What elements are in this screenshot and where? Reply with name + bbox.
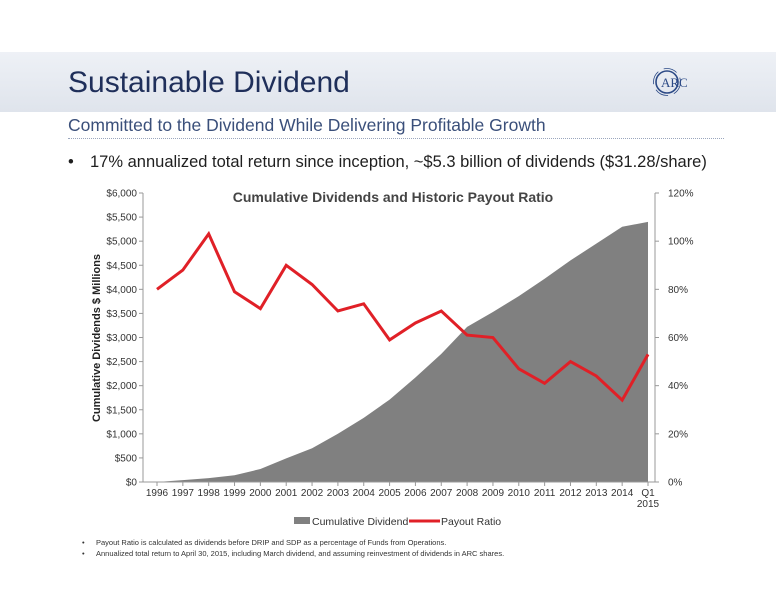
- header-band: [0, 52, 776, 112]
- legend-label-payout-ratio: Payout Ratio: [441, 516, 501, 528]
- line-layer: [156, 230, 650, 403]
- y-left-tick-label: $5,000: [106, 237, 137, 248]
- x-tick-label: 2010: [508, 488, 531, 499]
- y-left-tick-label: $4,500: [106, 261, 137, 272]
- y-left-tick-label: $2,000: [106, 381, 137, 392]
- x-tick-label: Q1 2015: [637, 488, 660, 510]
- x-tick-label: 1998: [198, 488, 221, 499]
- series-line-payout-ratio: [156, 230, 650, 403]
- page-title: Sustainable Dividend: [68, 66, 350, 99]
- x-tick-label: 1997: [172, 488, 195, 499]
- x-tick-label: 2002: [301, 488, 324, 499]
- x-tick-label: 2005: [378, 488, 401, 499]
- y-right-tick-label: 80%: [668, 285, 688, 296]
- y-left-tick-label: $1,500: [106, 405, 137, 416]
- y-left-tick-label: $500: [115, 453, 138, 464]
- x-tick-label: 2003: [327, 488, 350, 499]
- x-tick-label: 2004: [353, 488, 376, 499]
- y-right-tick-label: 100%: [668, 237, 694, 248]
- y-right-tick-label: 0%: [668, 478, 683, 489]
- x-tick-label: 2014: [611, 488, 634, 499]
- arc-logo: ARC: [653, 68, 688, 96]
- y-axis-label: Cumulative Dividends $ Millions: [91, 254, 103, 422]
- x-tick-label: 2008: [456, 488, 479, 499]
- footnotes: • Payout Ratio is calculated as dividends…: [82, 537, 504, 559]
- footnote-item: • Payout Ratio is calculated as dividends…: [82, 538, 447, 547]
- y-left-tick-label: $6,000: [106, 189, 137, 200]
- x-tick-label: 2012: [559, 488, 582, 499]
- x-tick-label: 2007: [430, 488, 453, 499]
- legend: Cumulative Dividend Payout Ratio: [294, 516, 501, 528]
- y-right-tick-label: 120%: [668, 189, 694, 200]
- y-left-tick-label: $3,000: [106, 333, 137, 344]
- y-left-tick-label: $5,500: [106, 213, 137, 224]
- footnote-item: • Annualized total return to April 30, 20…: [82, 549, 505, 558]
- y-right-tick-label: 20%: [668, 429, 688, 440]
- bullet-text: 17% annualized total return since incept…: [90, 153, 707, 171]
- bullet-marker: •: [68, 153, 74, 171]
- x-tick-label: 2013: [585, 488, 608, 499]
- x-tick-label: 1996: [146, 488, 169, 499]
- footnote-text: Annualized total return to April 30, 201…: [96, 549, 505, 558]
- x-tick-label: 2000: [249, 488, 272, 499]
- x-tick-label: 2009: [482, 488, 505, 499]
- y-left-tick-label: $4,000: [106, 285, 137, 296]
- axis-layer: $0 $500 $1,000 $1,500 $2,000 $2,500 $3,000 $3,5…: [106, 189, 693, 511]
- legend-label-cumulative-dividend: Cumulative Dividend: [312, 516, 408, 528]
- area-layer: [157, 221, 648, 482]
- bullet-item: • 17% annualized total return since incep…: [68, 153, 707, 172]
- legend-swatch-cumulative-dividend: [294, 517, 310, 524]
- chart-title: Cumulative Dividends and Historic Payout…: [233, 189, 554, 205]
- page-subtitle: Committed to the Dividend While Deliveri…: [68, 115, 546, 135]
- x-tick-label: 1999: [223, 488, 246, 499]
- divider: [68, 138, 724, 139]
- x-tick-label: 2001: [275, 488, 298, 499]
- y-left-tick-label: $2,500: [106, 357, 137, 368]
- y-left-tick-label: $3,500: [106, 309, 137, 320]
- y-left-tick-label: $1,000: [106, 429, 137, 440]
- logo-text: ARC: [661, 75, 688, 90]
- x-tick-label: 2006: [404, 488, 427, 499]
- y-right-tick-label: 60%: [668, 333, 688, 344]
- y-right-tick-label: 40%: [668, 381, 688, 392]
- footnote-text: Payout Ratio is calculated as dividends …: [96, 538, 447, 547]
- y-left-tick-label: $0: [126, 478, 138, 489]
- x-tick-label: 2011: [534, 488, 556, 499]
- series-area-cumulative-dividend: [157, 221, 648, 482]
